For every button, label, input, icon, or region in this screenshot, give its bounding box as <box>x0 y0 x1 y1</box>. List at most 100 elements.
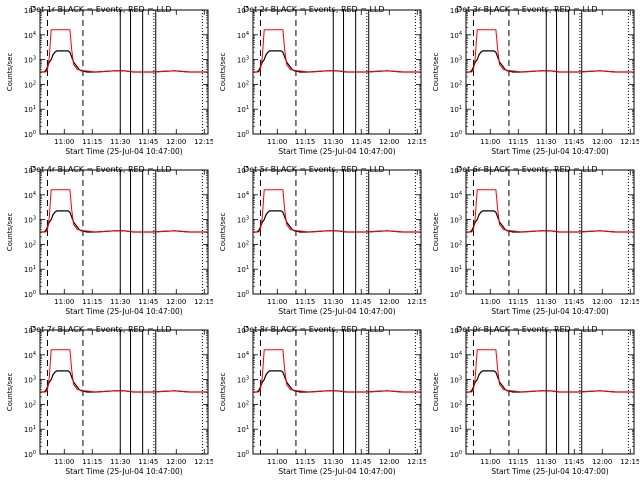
panel-det-3r: 100 101 102 103 104 105 11:00 11:15 11:30 11:45 12… <box>432 5 639 156</box>
panel-det-9r: 100 101 102 103 104 105 11:00 11:15 11:30 11:45 12… <box>432 325 639 476</box>
lld-series-line <box>466 29 634 73</box>
y-tick-label: 104 <box>24 31 36 40</box>
panel-det-1r: 100 101 102 103 104 105 11:00 11:15 11:30 11:45 12… <box>6 5 213 156</box>
y-tick-label: 103 <box>24 376 36 385</box>
y-tick-label: 101 <box>237 425 249 434</box>
y-tick-label: 100 <box>237 130 249 139</box>
x-axis-label: Start Time (25-Jul-04 10:47:00) <box>278 467 395 476</box>
x-axis-label: Start Time (25-Jul-04 10:47:00) <box>65 307 182 316</box>
x-tick-label: 12:15 <box>407 138 426 146</box>
y-tick-label: 104 <box>237 191 249 200</box>
x-tick-label: 11:30 <box>323 458 343 466</box>
x-tick-label: 11:30 <box>323 298 343 306</box>
x-axis-label: Start Time (25-Jul-04 10:47:00) <box>491 467 608 476</box>
x-tick-label: 11:45 <box>351 138 371 146</box>
lld-series-line <box>253 29 421 73</box>
x-tick-label: 12:00 <box>379 458 399 466</box>
x-tick-label: 12:00 <box>166 138 186 146</box>
panel-title: Det 3r BLACK = Events, RED = LLD <box>456 5 598 14</box>
events-series-line <box>466 50 634 73</box>
events-series-line <box>253 50 421 73</box>
x-tick-label: 11:00 <box>54 138 74 146</box>
x-tick-label: 12:00 <box>592 138 612 146</box>
panel-det-4r: 100 101 102 103 104 105 11:00 11:15 11:30 11:45 12… <box>6 165 213 316</box>
x-tick-label: 11:00 <box>267 458 287 466</box>
y-tick-label: 105 <box>24 166 36 175</box>
y-tick-label: 102 <box>24 400 36 409</box>
y-tick-label: 102 <box>450 240 462 249</box>
y-tick-label: 104 <box>450 31 462 40</box>
y-tick-label: 104 <box>450 191 462 200</box>
panel-title: Det 4r BLACK = Events, RED = LLD <box>30 165 172 174</box>
x-tick-label: 12:15 <box>620 138 639 146</box>
events-series-line <box>40 370 208 393</box>
y-tick-label: 102 <box>237 400 249 409</box>
panel-title: Det 9r BLACK = Events, RED = LLD <box>456 325 598 334</box>
y-axis-label: Counts/sec <box>6 213 14 252</box>
y-tick-label: 101 <box>24 265 36 274</box>
x-tick-label: 11:30 <box>323 138 343 146</box>
x-tick-label: 12:00 <box>379 298 399 306</box>
events-series-line <box>40 50 208 73</box>
y-tick-label: 102 <box>24 240 36 249</box>
x-tick-label: 11:00 <box>267 298 287 306</box>
panel-det-2r: 100 101 102 103 104 105 11:00 11:15 11:30 11:45 12… <box>219 5 426 156</box>
x-tick-label: 11:00 <box>480 298 500 306</box>
x-tick-label: 11:45 <box>138 458 158 466</box>
x-tick-label: 12:15 <box>407 298 426 306</box>
y-tick-label: 103 <box>24 216 36 225</box>
y-tick-label: 105 <box>237 326 249 335</box>
y-tick-label: 101 <box>24 105 36 114</box>
x-tick-label: 11:30 <box>536 298 556 306</box>
lld-series-line <box>40 29 208 73</box>
panel-title: Det 6r BLACK = Events, RED = LLD <box>456 165 598 174</box>
x-tick-label: 12:15 <box>194 138 213 146</box>
events-series-line <box>253 370 421 393</box>
x-tick-label: 12:00 <box>166 458 186 466</box>
y-axis-label: Counts/sec <box>6 373 14 412</box>
panel-title: Det 7r BLACK = Events, RED = LLD <box>30 325 172 334</box>
y-tick-label: 100 <box>24 450 36 459</box>
x-tick-label: 11:00 <box>267 138 287 146</box>
y-tick-label: 100 <box>450 450 462 459</box>
lld-series-line <box>253 349 421 393</box>
y-tick-label: 104 <box>237 351 249 360</box>
y-axis-label: Counts/sec <box>219 213 227 252</box>
y-tick-label: 103 <box>237 56 249 65</box>
panel-title: Det 5r BLACK = Events, RED = LLD <box>243 165 385 174</box>
y-axis-label: Counts/sec <box>219 373 227 412</box>
y-tick-label: 101 <box>237 105 249 114</box>
panel-det-8r: 100 101 102 103 104 105 11:00 11:15 11:30 11:45 12… <box>219 325 426 476</box>
x-tick-label: 12:15 <box>194 298 213 306</box>
x-axis-label: Start Time (25-Jul-04 10:47:00) <box>491 307 608 316</box>
x-tick-label: 11:30 <box>110 458 130 466</box>
y-tick-label: 104 <box>24 351 36 360</box>
panel-det-6r: 100 101 102 103 104 105 11:00 11:15 11:30 11:45 12… <box>432 165 639 316</box>
lld-series-line <box>466 189 634 233</box>
y-tick-label: 103 <box>24 56 36 65</box>
y-tick-label: 102 <box>24 80 36 89</box>
y-tick-label: 103 <box>237 216 249 225</box>
x-tick-label: 11:15 <box>82 298 102 306</box>
x-tick-label: 11:30 <box>110 138 130 146</box>
events-series-line <box>40 210 208 233</box>
x-tick-label: 11:45 <box>351 298 371 306</box>
events-series-line <box>253 210 421 233</box>
y-tick-label: 104 <box>237 31 249 40</box>
y-tick-label: 100 <box>450 290 462 299</box>
x-tick-label: 11:15 <box>82 138 102 146</box>
y-tick-label: 100 <box>237 290 249 299</box>
x-tick-label: 12:00 <box>379 138 399 146</box>
x-tick-label: 11:45 <box>351 458 371 466</box>
y-tick-label: 102 <box>450 80 462 89</box>
y-tick-label: 100 <box>450 130 462 139</box>
lld-series-line <box>40 349 208 393</box>
y-tick-label: 101 <box>24 425 36 434</box>
y-tick-label: 103 <box>237 376 249 385</box>
y-tick-label: 105 <box>237 166 249 175</box>
x-tick-label: 12:00 <box>592 298 612 306</box>
y-tick-label: 105 <box>450 326 462 335</box>
x-tick-label: 11:45 <box>138 298 158 306</box>
y-tick-label: 100 <box>24 130 36 139</box>
